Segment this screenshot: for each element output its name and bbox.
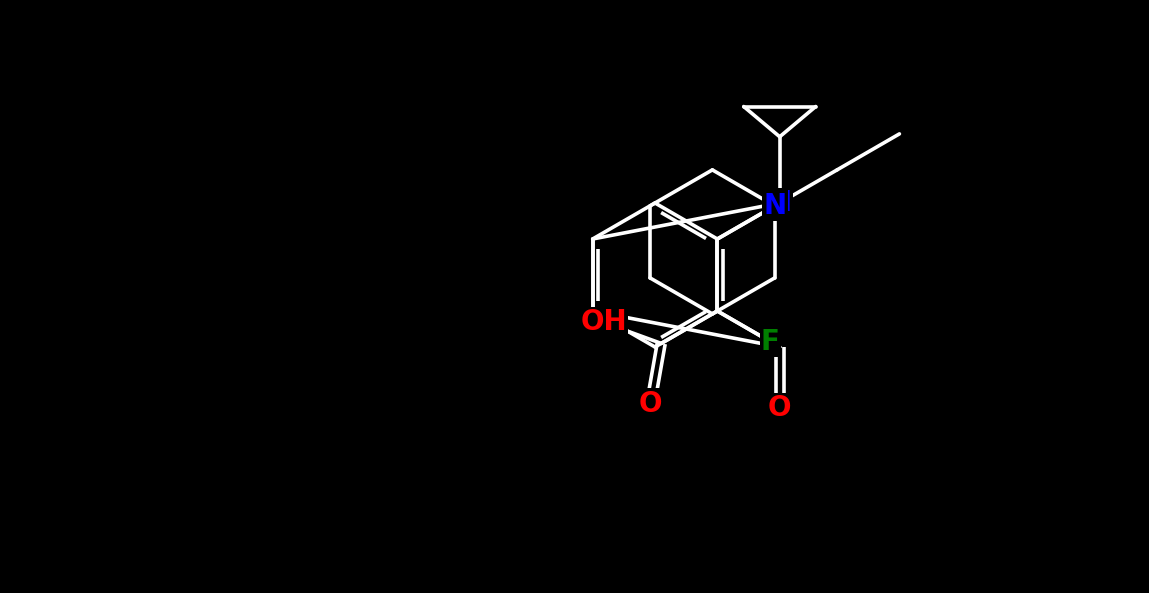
Text: OH: OH — [580, 308, 627, 336]
Text: O: O — [768, 394, 792, 422]
Text: F: F — [761, 327, 780, 356]
Text: N: N — [763, 192, 786, 220]
Text: O: O — [639, 390, 662, 417]
Text: N: N — [763, 192, 786, 220]
Text: N: N — [769, 189, 792, 217]
